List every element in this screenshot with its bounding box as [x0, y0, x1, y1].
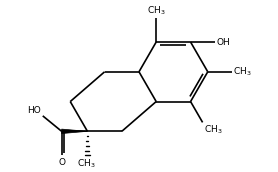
Text: OH: OH: [216, 37, 230, 46]
Text: CH$_3$: CH$_3$: [78, 157, 96, 170]
Text: HO: HO: [27, 106, 41, 115]
Polygon shape: [62, 129, 88, 134]
Text: O: O: [58, 158, 65, 167]
Text: CH$_3$: CH$_3$: [233, 66, 252, 78]
Text: CH$_3$: CH$_3$: [204, 124, 223, 136]
Text: CH$_3$: CH$_3$: [147, 4, 165, 17]
